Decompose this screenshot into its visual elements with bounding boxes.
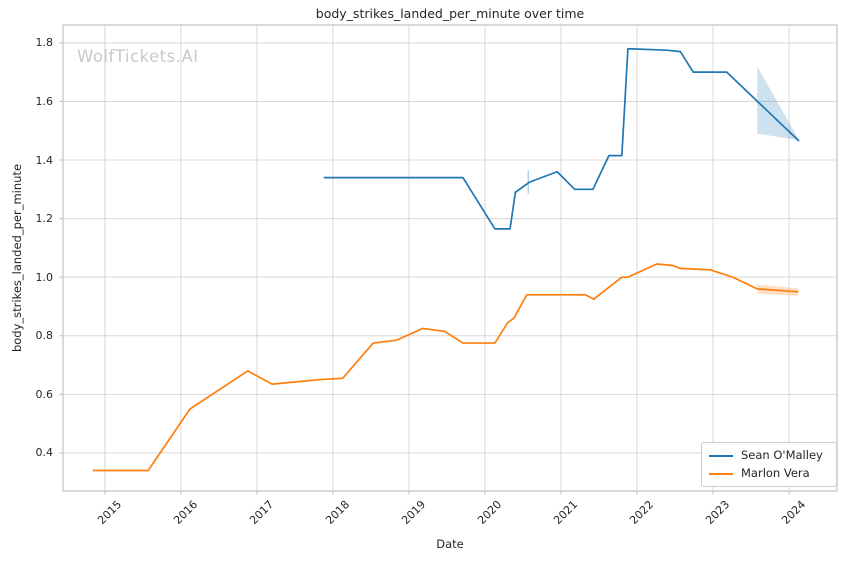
legend-line-swatch-marlon-vera [709,472,733,475]
y-tick-label: 1.6 [35,94,54,108]
y-tick-label: 1.0 [35,270,54,284]
watermark: WolfTickets.AI [77,47,199,66]
x-axis-label: Date [436,537,464,551]
legend-label-sean-omalley: Sean O'Malley [741,448,823,462]
y-tick-label: 1.2 [35,212,54,226]
confidence-band [757,66,799,141]
y-axis-label: body_strikes_landed_per_minute [10,163,24,353]
legend-item-sean-omalley: Sean O'Malley [709,448,829,463]
legend-item-marlon-vera: Marlon Vera [709,466,829,481]
legend: Sean O'Malley Marlon Vera [701,442,837,487]
y-tick-label: 1.8 [35,36,54,50]
plot-border [62,24,838,492]
chart-title: body_strikes_landed_per_minute over time [315,6,585,21]
series-line-1 [92,263,799,472]
y-tick-label: 0.8 [35,329,54,343]
y-tick-label: 0.4 [35,446,54,460]
y-tick-label: 0.6 [35,387,54,401]
series-line-0 [323,47,800,230]
y-tick-label: 1.4 [35,153,54,167]
legend-line-swatch-sean-omalley [709,454,733,457]
legend-label-marlon-vera: Marlon Vera [741,466,810,480]
